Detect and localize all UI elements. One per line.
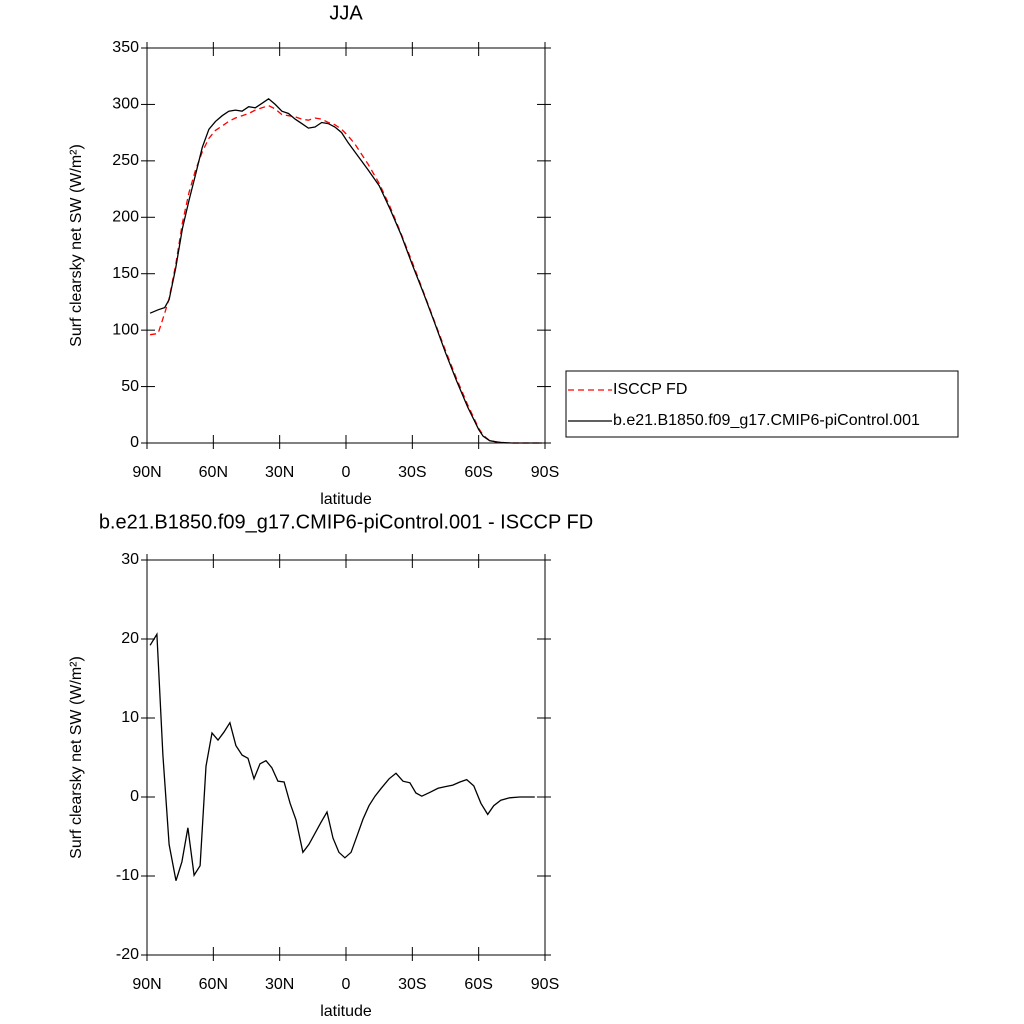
plot-frame bbox=[146, 47, 546, 444]
x-tick-label: 90S bbox=[531, 976, 559, 993]
y-tick-label: 0 bbox=[130, 788, 139, 805]
data-line bbox=[149, 97, 542, 444]
x-tick-label: 0 bbox=[342, 464, 351, 481]
y-tick-label: -20 bbox=[116, 946, 139, 963]
x-tick-label: 90N bbox=[132, 976, 161, 993]
legend-label: b.e21.B1850.f09_g17.CMIP6-piControl.001 bbox=[613, 412, 920, 429]
y-tick-label: 10 bbox=[121, 709, 139, 726]
y-tick-label: 30 bbox=[121, 551, 139, 568]
y-tick-label: 50 bbox=[121, 378, 139, 395]
x-tick-label: 30S bbox=[398, 464, 426, 481]
y-tick-label: 20 bbox=[121, 630, 139, 647]
y-axis-label: Surf clearsky net SW (W/m²) bbox=[68, 144, 85, 347]
y-tick-label: 150 bbox=[112, 265, 139, 282]
y-tick-label: -10 bbox=[116, 867, 139, 884]
y-tick-label: 100 bbox=[112, 321, 139, 338]
y-tick-label: 0 bbox=[130, 434, 139, 451]
chart-title: JJA bbox=[329, 2, 363, 24]
y-tick-label: 250 bbox=[112, 152, 139, 169]
x-tick-label: 0 bbox=[342, 976, 351, 993]
x-tick-label: 30S bbox=[398, 976, 426, 993]
chart-title: b.e21.B1850.f09_g17.CMIP6-piControl.001 … bbox=[99, 511, 593, 533]
x-tick-label: 60S bbox=[464, 976, 492, 993]
y-tick-label: 300 bbox=[112, 96, 139, 113]
x-tick-label: 60S bbox=[464, 464, 492, 481]
x-axis-label: latitude bbox=[320, 1003, 372, 1020]
y-axis-label: Surf clearsky net SW (W/m²) bbox=[68, 656, 85, 859]
legend-box bbox=[565, 370, 959, 438]
x-axis-label: latitude bbox=[320, 491, 372, 508]
x-tick-label: 30N bbox=[265, 976, 294, 993]
x-tick-label: 60N bbox=[199, 464, 228, 481]
plot-frame bbox=[146, 559, 546, 956]
x-tick-label: 90S bbox=[531, 464, 559, 481]
legend-label: ISCCP FD bbox=[613, 381, 687, 398]
x-tick-label: 30N bbox=[265, 464, 294, 481]
x-tick-label: 60N bbox=[199, 976, 228, 993]
data-line bbox=[150, 104, 542, 444]
x-tick-label: 90N bbox=[132, 464, 161, 481]
y-tick-label: 200 bbox=[112, 209, 139, 226]
y-tick-label: 350 bbox=[112, 39, 139, 56]
data-line bbox=[149, 632, 535, 881]
